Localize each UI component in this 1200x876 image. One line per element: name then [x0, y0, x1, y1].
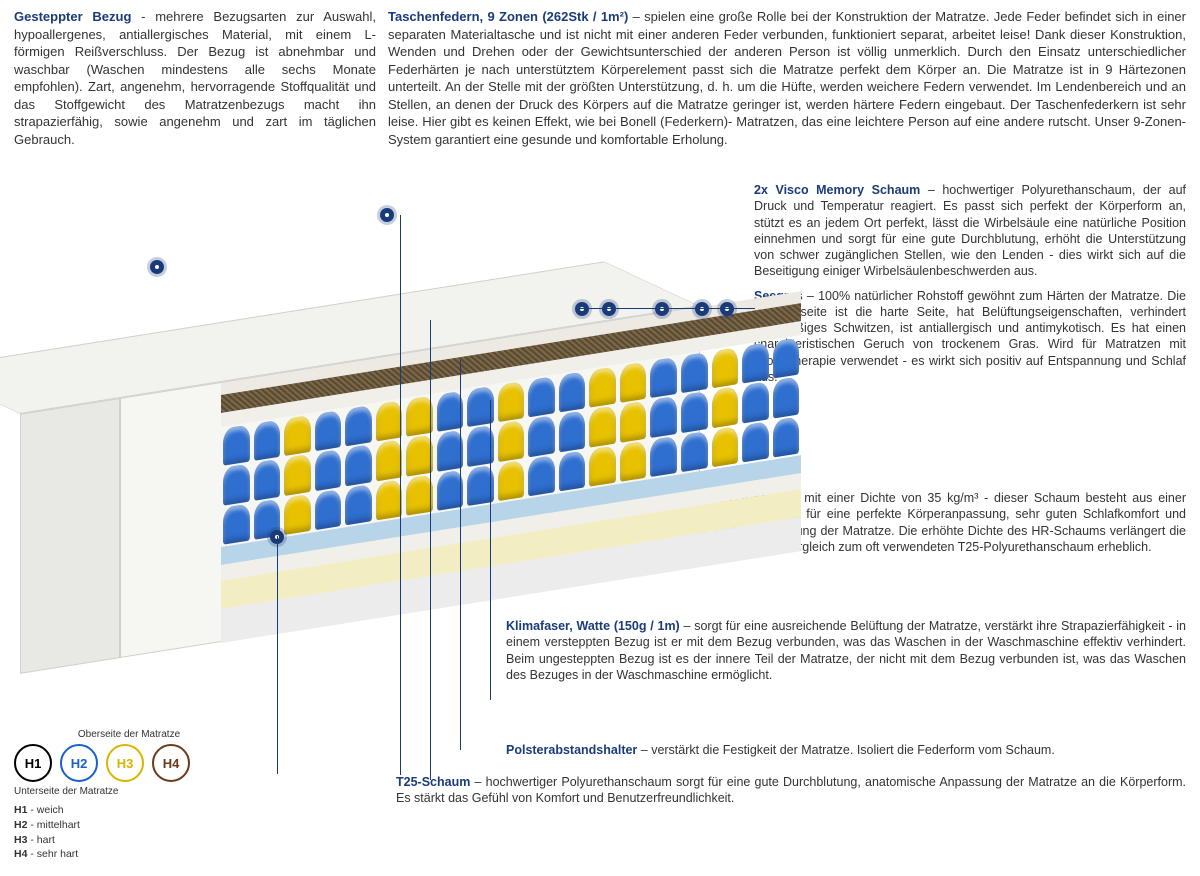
- leader-line: [490, 400, 491, 700]
- t25-wrap: T25-Schaum – hochwertiger Polyurethansch…: [396, 774, 1186, 815]
- callout-marker: [602, 302, 616, 316]
- firmness-key-line: H3 - hart: [14, 833, 244, 848]
- legend-circles: H1H2H3H4: [14, 744, 244, 782]
- leader-line: [580, 308, 755, 309]
- springs-body: – spielen eine große Rolle bei der Konst…: [388, 9, 1186, 147]
- springs-title: Taschenfedern, 9 Zonen (262Stk / 1m²): [388, 9, 628, 24]
- firmness-legend: Oberseite der Matratze H1H2H3H4 Untersei…: [14, 729, 244, 862]
- firmness-circle: H4: [152, 744, 190, 782]
- firmness-key-line: H2 - mittelhart: [14, 818, 244, 833]
- callout-marker: [695, 302, 709, 316]
- cover-text: Gesteppter Bezug - mehrere Bezugsarten z…: [14, 8, 376, 148]
- seegras-body: – 100% natürlicher Rohstoff gewöhnt zum …: [754, 289, 1186, 384]
- callout-marker: [655, 302, 669, 316]
- callout-marker: [575, 302, 589, 316]
- leader-line: [277, 536, 278, 774]
- firmness-circle: H2: [60, 744, 98, 782]
- visco-block: 2x Visco Memory Schaum – hochwertiger Po…: [754, 182, 1186, 280]
- springs-text: Taschenfedern, 9 Zonen (262Stk / 1m²) – …: [388, 8, 1186, 148]
- visco-body: – hochwertiger Polyurethanschaum, der au…: [754, 183, 1186, 278]
- legend-bottom-label: Unterseite der Matratze: [14, 786, 244, 797]
- callout-marker: [380, 208, 394, 222]
- cover-title: Gesteppter Bezug: [14, 9, 131, 24]
- mattress-body: [20, 306, 700, 674]
- leader-line: [430, 320, 431, 780]
- t25-body: – hochwertiger Polyurethanschaum sorgt f…: [396, 775, 1186, 805]
- firmness-key-line: H4 - sehr hart: [14, 847, 244, 862]
- legend-top-label: Oberseite der Matratze: [14, 729, 244, 740]
- polster-body: – verstärkt die Festigkeit der Matratze.…: [637, 743, 1055, 757]
- seegras-block: Seegras – 100% natürlicher Rohstoff gewö…: [754, 288, 1186, 386]
- top-text-row: Gesteppter Bezug - mehrere Bezugsarten z…: [0, 0, 1200, 148]
- callout-marker: [150, 260, 164, 274]
- firmness-key-line: H1 - weich: [14, 803, 244, 818]
- leader-line: [400, 215, 401, 775]
- mattress-diagram: [20, 200, 720, 630]
- cover-body: - mehrere Bezugsarten zur Auswahl, hypoa…: [14, 9, 376, 147]
- legend-key: H1 - weichH2 - mittelhartH3 - hartH4 - s…: [14, 803, 244, 862]
- polster-wrap: Polsterabstandshalter – verstärkt die Fe…: [506, 742, 1186, 766]
- t25-title: T25-Schaum: [396, 775, 470, 789]
- firmness-circle: H3: [106, 744, 144, 782]
- leader-line: [460, 360, 461, 750]
- firmness-circle: H1: [14, 744, 52, 782]
- polster-title: Polsterabstandshalter: [506, 743, 637, 757]
- polster-block: Polsterabstandshalter – verstärkt die Fe…: [506, 742, 1186, 758]
- side-column: 2x Visco Memory Schaum – hochwertiger Po…: [754, 182, 1186, 393]
- visco-title: 2x Visco Memory Schaum: [754, 183, 920, 197]
- mattress-sideface: [20, 398, 120, 674]
- t25-block: T25-Schaum – hochwertiger Polyurethansch…: [396, 774, 1186, 807]
- callout-marker: [720, 302, 734, 316]
